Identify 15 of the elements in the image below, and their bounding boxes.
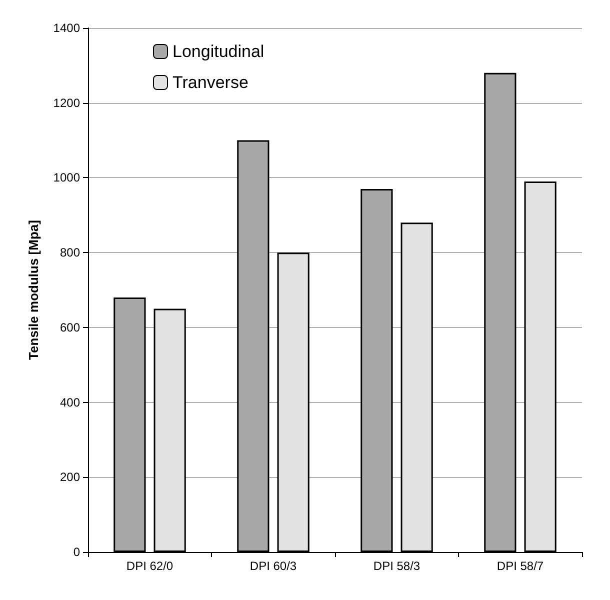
x-tick-label: DPI 58/7	[496, 559, 544, 573]
y-tick-label: 200	[60, 470, 80, 484]
y-tick-label: 0	[73, 545, 80, 559]
y-tick-label: 1400	[53, 21, 80, 35]
y-tick-label: 600	[60, 320, 80, 334]
y-tick-label: 800	[60, 246, 80, 260]
x-tick-label: DPI 60/3	[250, 559, 297, 573]
y-axis-title: Tensile modulus [Mpa]	[26, 220, 41, 360]
y-tick-label: 400	[60, 395, 80, 410]
legend-label: Tranverse	[172, 73, 248, 92]
x-tick-label: DPI 62/0	[126, 559, 174, 573]
y-tick-label: 1000	[53, 170, 80, 185]
x-tick-label: DPI 58/3	[373, 559, 420, 573]
y-tick-label: 1200	[53, 96, 80, 110]
legend-label: Longitudinal	[172, 42, 264, 61]
